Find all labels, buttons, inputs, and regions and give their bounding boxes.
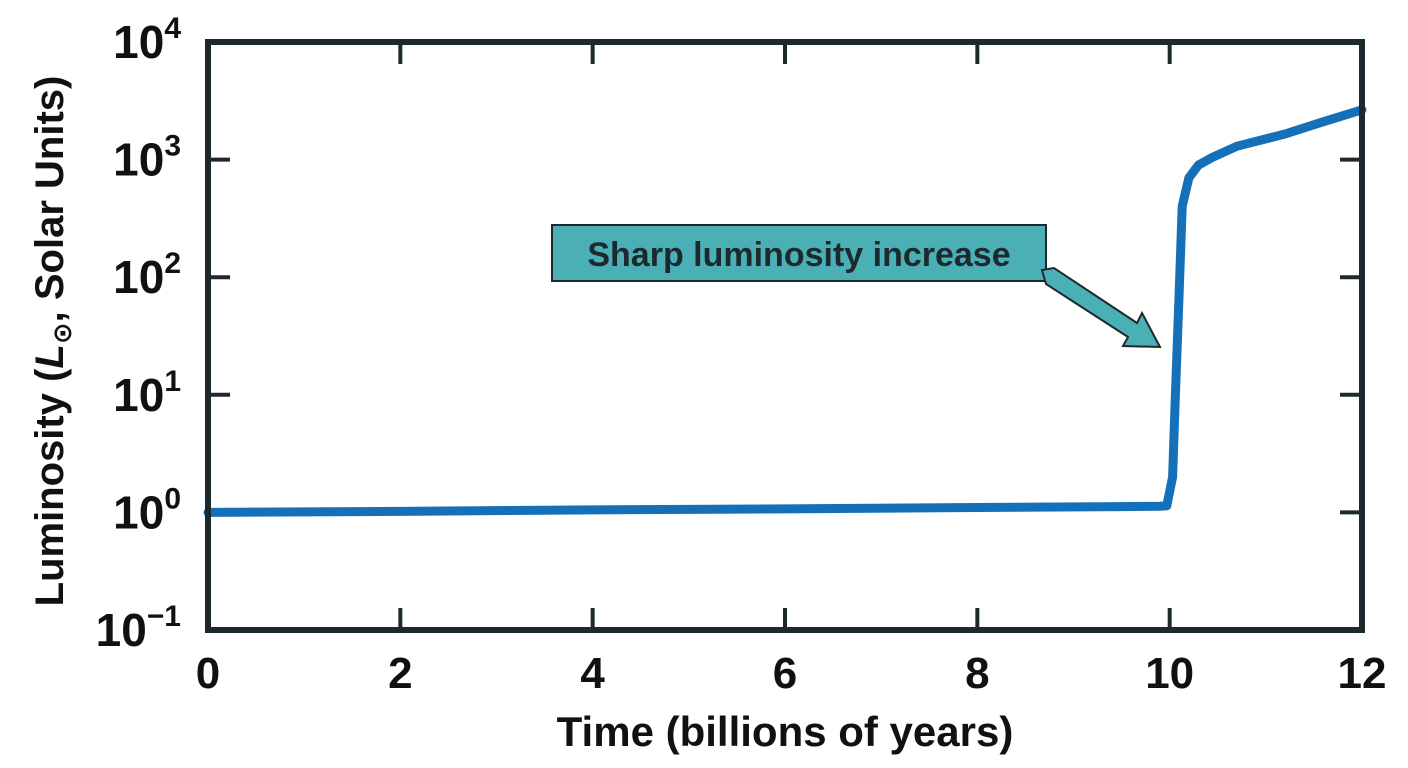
y-tick-label: 101 bbox=[113, 365, 181, 421]
y-tick-label: 104 bbox=[113, 12, 181, 68]
y-tick-base: 10 bbox=[113, 486, 164, 538]
y-tick-exponent: 3 bbox=[164, 130, 181, 163]
x-axis-label: Time (billions of years) bbox=[557, 708, 1014, 755]
y-axis-label-symbol: L bbox=[28, 344, 72, 368]
y-tick-exponent: −1 bbox=[147, 600, 181, 633]
plot-frame bbox=[205, 39, 1365, 633]
y-tick-exponent: 2 bbox=[164, 247, 181, 280]
y-tick-exponent: 1 bbox=[164, 365, 181, 398]
x-tick-label: 0 bbox=[196, 649, 220, 698]
x-tick-label: 8 bbox=[965, 649, 989, 698]
y-tick-base: 10 bbox=[96, 604, 147, 656]
y-axis-label: Luminosity (L⊙, Solar Units) bbox=[28, 76, 77, 607]
y-tick-base: 10 bbox=[113, 251, 164, 303]
annotation-callout: Sharp luminosity increase bbox=[551, 224, 1162, 349]
y-axis-label-prefix: Luminosity ( bbox=[28, 368, 72, 606]
y-tick-label: 102 bbox=[113, 247, 181, 303]
x-tick-label: 4 bbox=[580, 649, 605, 698]
y-tick-label: 103 bbox=[113, 130, 181, 186]
y-tick-label: 100 bbox=[113, 482, 181, 538]
y-tick-exponent: 4 bbox=[164, 12, 181, 45]
y-axis-label-suffix: , Solar Units) bbox=[28, 76, 72, 323]
x-tick-label: 10 bbox=[1145, 649, 1194, 698]
y-tick-exponent: 0 bbox=[164, 482, 181, 515]
annotation-text: Sharp luminosity increase bbox=[587, 236, 1010, 274]
x-tick-label: 12 bbox=[1338, 649, 1387, 698]
x-tick-label: 2 bbox=[388, 649, 412, 698]
annotation-box bbox=[551, 224, 1047, 282]
y-tick-label: 10−1 bbox=[96, 600, 181, 656]
y-axis-label-subscript: ⊙ bbox=[47, 322, 77, 344]
x-tick-labels: 0 2 4 6 8 10 12 bbox=[196, 649, 1387, 698]
series-group bbox=[203, 105, 1367, 517]
annotation-arrow bbox=[1040, 266, 1162, 349]
axis-ticks bbox=[208, 42, 1362, 630]
x-tick-label: 6 bbox=[773, 649, 797, 698]
y-tick-base: 10 bbox=[113, 134, 164, 186]
y-tick-base: 10 bbox=[113, 16, 164, 68]
y-tick-base: 10 bbox=[113, 369, 164, 421]
luminosity-series-line bbox=[203, 105, 1367, 517]
